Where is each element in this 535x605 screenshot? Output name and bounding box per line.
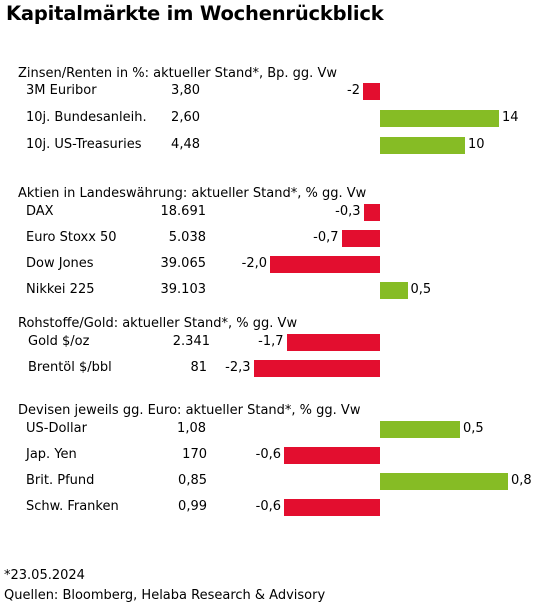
bar-value-label: -0,7 (313, 230, 339, 245)
bar-value-label: 0,5 (410, 282, 432, 297)
bar-value-label: -2 (347, 83, 360, 98)
bar-negative (284, 499, 380, 516)
section-title-1: Zinsen/Renten in %: aktueller Stand*, Bp… (18, 66, 337, 81)
bar-negative (284, 447, 380, 464)
row-label: Gold $/oz (28, 334, 90, 349)
bar-value-label: 10 (468, 137, 485, 152)
row-value: 5.038 (168, 230, 206, 245)
row-value: 170 (182, 447, 207, 462)
row-value: 0,85 (178, 473, 207, 488)
row-value: 2.341 (172, 334, 210, 349)
page-title: Kapitalmärkte im Wochenrückblick (6, 2, 384, 25)
row-label: 10j. US-Treasuries (26, 137, 142, 152)
row-label: DAX (26, 204, 54, 219)
row-label: Euro Stoxx 50 (26, 230, 117, 245)
bar-value-label: -1,7 (258, 334, 284, 349)
bar-positive (380, 282, 408, 299)
bar-value-label: 14 (502, 110, 519, 125)
footnote-date: *23.05.2024 (4, 568, 85, 583)
row-label: US-Dollar (26, 421, 87, 436)
row-value: 81 (190, 360, 207, 375)
bar-positive (380, 421, 460, 438)
bar-positive (380, 137, 465, 154)
row-value: 18.691 (160, 204, 207, 219)
section-title-4: Devisen jeweils gg. Euro: aktueller Stan… (18, 403, 361, 418)
row-value: 0,99 (178, 499, 207, 514)
bar-value-label: -0,6 (255, 447, 281, 462)
bar-positive (380, 473, 508, 490)
bar-negative (270, 256, 380, 273)
row-label: 10j. Bundesanleih. (26, 110, 147, 125)
row-value: 2,60 (171, 110, 200, 125)
row-value: 1,08 (177, 421, 206, 436)
bar-value-label: -0,3 (335, 204, 361, 219)
bar-negative (363, 204, 380, 221)
row-value: 39.065 (160, 256, 207, 271)
row-label: Brentöl $/bbl (28, 360, 112, 375)
bar-negative (363, 83, 380, 100)
bar-negative (341, 230, 380, 247)
bar-value-label: -2,3 (225, 360, 251, 375)
row-value: 4,48 (171, 137, 200, 152)
bar-value-label: -2,0 (241, 256, 267, 271)
row-label: Nikkei 225 (26, 282, 95, 297)
row-value: 3,80 (171, 83, 200, 98)
bar-value-label: 0,5 (463, 421, 484, 436)
row-label: Schw. Franken (26, 499, 119, 514)
bar-negative (286, 334, 380, 351)
bar-positive (380, 110, 499, 127)
bar-negative (253, 360, 380, 377)
bar-value-label: 0,8 (511, 473, 532, 488)
row-value: 39.103 (160, 282, 207, 297)
footnote-sources: Quellen: Bloomberg, Helaba Research & Ad… (4, 588, 326, 603)
row-label: Jap. Yen (26, 447, 77, 462)
row-label: Dow Jones (26, 256, 94, 271)
section-title-2: Aktien in Landeswährung: aktueller Stand… (18, 186, 367, 201)
row-label: 3M Euribor (26, 83, 97, 98)
row-label: Brit. Pfund (26, 473, 95, 488)
bar-value-label: -0,6 (255, 499, 281, 514)
section-title-3: Rohstoffe/Gold: aktueller Stand*, % gg. … (18, 316, 298, 331)
